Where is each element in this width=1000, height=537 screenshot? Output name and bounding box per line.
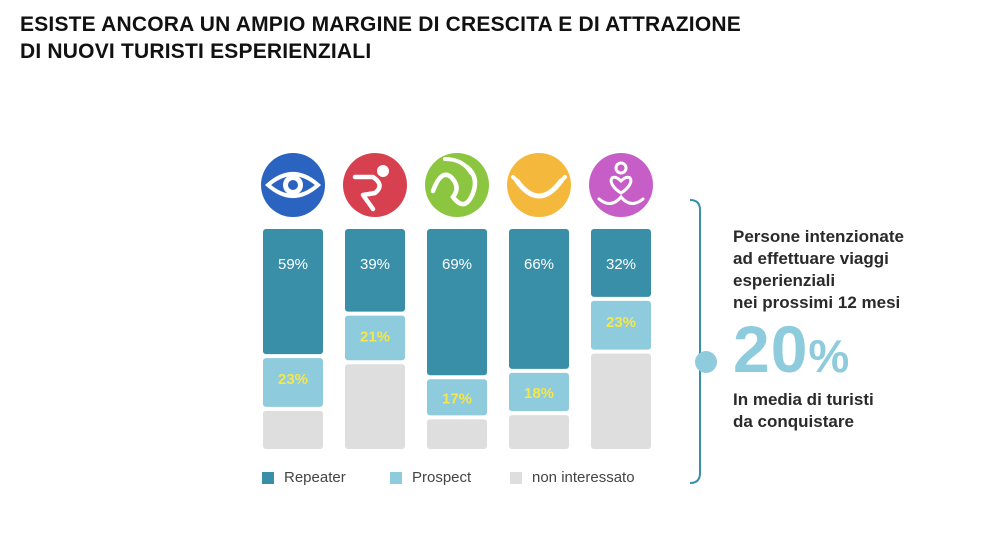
eye-icon [261,153,325,217]
side-outro-line: In media di turisti [733,390,874,409]
bar-label-prospect: 17% [442,390,472,407]
legend-item-prospect: Prospect [390,469,471,486]
legend-swatch-non-interessato [510,471,522,484]
icon-circle [507,153,571,217]
big-percentage: 20% [733,316,973,389]
bar-label-repeater: 39% [360,256,390,273]
legend-item-non-interessato: non interessato [510,469,635,486]
big-percentage-value: 20 [733,312,809,386]
bar-segment-prospect [509,372,569,412]
legend-label-non-interessato: non interessato [532,469,635,486]
bar-segment-repeater [263,229,323,355]
bar-label-repeater: 59% [278,256,308,273]
bar-segment-non-interessato [345,364,405,449]
bar-label-prospect: 21% [360,329,390,346]
bar-label-prospect: 23% [606,314,636,331]
big-percentage-unit: % [808,330,851,382]
running-figure-icon [343,153,407,217]
side-outro-line: da conquistare [733,412,854,431]
smile-dimple [511,175,521,185]
smile-curve [514,178,564,199]
side-panel: Persone intenzionate ad effettuare viagg… [733,226,973,433]
page-title: ESISTE ANCORA UN AMPIO MARGINE DI CRESCI… [20,11,920,65]
wave-icon [425,153,489,217]
bar-segment-prospect [591,300,651,350]
title-line-1: ESISTE ANCORA UN AMPIO MARGINE DI CRESCI… [20,13,741,36]
bar-segment-repeater [345,229,405,312]
smile-dimple [557,175,567,185]
bar-segment-non-interessato [427,419,487,449]
bar-segment-non-interessato [591,353,651,449]
meditation-legs [597,194,645,205]
icon-circle [343,153,407,217]
bar-segment-repeater [591,229,651,297]
wave-line [430,164,478,207]
figure-head [377,165,389,177]
bar-segment-prospect [345,315,405,361]
side-intro-line: Persone intenzionate [733,227,904,246]
meditation-icon [589,153,653,217]
bar-label-prospect: 18% [524,385,554,402]
figure-body [352,174,382,212]
smile-icon [507,153,571,217]
title-line-2: DI NUOVI TURISTI ESPERIENZIALI [20,40,372,63]
bar-segment-repeater [427,229,487,376]
icon-circle [589,153,653,217]
legend-label-prospect: Prospect [412,469,472,486]
side-intro-line: ad effettuare viaggi [733,249,889,268]
meditation-head [614,161,628,175]
legend-swatch-prospect [390,471,402,484]
side-intro-text: Persone intenzionate ad effettuare viagg… [733,226,973,314]
legend-swatch-repeater [262,471,274,484]
bar-segment-repeater [509,229,569,369]
side-intro-line: esperienziali [733,271,836,290]
bar-label-repeater: 66% [524,256,554,273]
side-intro-line: nei prossimi 12 mesi [733,293,901,312]
legend-item-repeater: Repeater [262,469,346,486]
bracket-dot [695,351,717,373]
meditation-heart [609,175,633,195]
bar-segment-non-interessato [263,410,323,449]
bar-segment-prospect [427,379,487,416]
legend-label-repeater: Repeater [284,469,346,486]
side-outro-text: In media di turisti da conquistare [733,389,973,433]
bar-label-repeater: 69% [442,256,472,273]
eye-outline [264,172,322,198]
bar-segment-prospect [263,358,323,407]
bracket-line [689,199,707,484]
bar-label-repeater: 32% [606,256,636,273]
eye-pupil [288,180,298,190]
bar-segment-non-interessato [509,415,569,449]
bar-label-prospect: 23% [278,371,308,388]
wave-line-top [443,157,473,175]
